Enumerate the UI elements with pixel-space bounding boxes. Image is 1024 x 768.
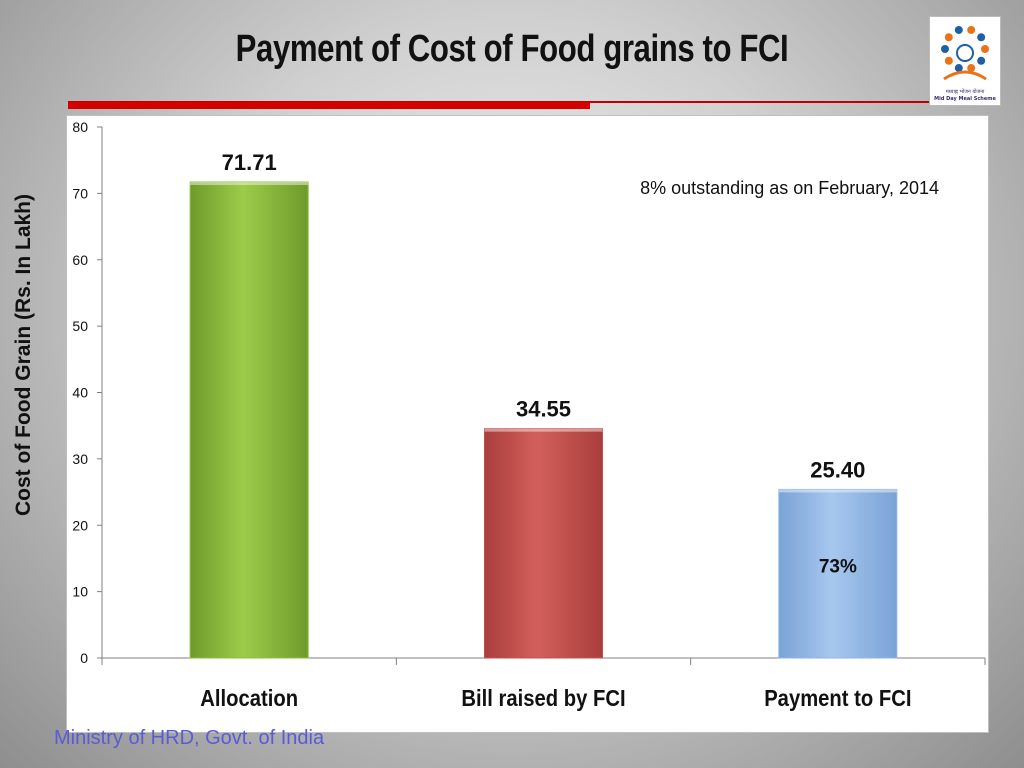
logo-figure: [954, 25, 963, 34]
bar-highlight: [778, 489, 897, 493]
slide-title: Payment of Cost of Food grains to FCI: [235, 28, 789, 70]
x-category-label: Bill raised by FCI: [461, 685, 625, 712]
mid-day-meal-logo: मध्याह्न भोजन योजना Mid Day Meal Scheme: [929, 16, 1001, 106]
bar-allocation: [189, 181, 309, 659]
x-category-label: Payment to FCI: [764, 685, 911, 712]
y-tick-label: 0: [80, 650, 88, 666]
bar-chart: 0 10 20 30 40 50 60 70 80 71.71 Allocation 34.55 Bi…: [72, 119, 986, 712]
y-tick-label: 40: [72, 385, 88, 401]
y-tick-label: 80: [72, 119, 88, 135]
logo-figure: [944, 33, 953, 42]
logo-figure: [954, 64, 963, 73]
logo-figure: [981, 45, 989, 53]
bar-payment-to-fci: [778, 488, 898, 659]
y-tick-label: 30: [72, 451, 88, 467]
y-tick-label: 20: [72, 517, 88, 533]
logo-figure: [941, 45, 949, 53]
logo-caption-english: Mid Day Meal Scheme: [934, 96, 996, 102]
logo-emblem-icon: [941, 25, 989, 81]
chart-panel: 0 10 20 30 40 50 60 70 80 71.71 Allocation 34.55 Bi…: [66, 115, 989, 733]
bar-highlight: [190, 182, 309, 186]
y-tick-label: 60: [72, 252, 88, 268]
title-underline-thick: [68, 102, 590, 109]
bar-value-label: 34.55: [516, 397, 571, 422]
bar-highlight: [484, 428, 603, 432]
x-category-label: Allocation: [200, 685, 298, 712]
logo-caption-hindi: मध्याह्न भोजन योजना: [945, 89, 985, 95]
bar-value-label: 25.40: [810, 457, 865, 482]
logo-figure: [967, 64, 976, 73]
y-tick-label: 10: [72, 584, 88, 600]
logo-figure: [967, 25, 976, 34]
logo-figure: [977, 33, 986, 42]
chart-annotation: 8% outstanding as on February, 2014: [640, 178, 939, 198]
bar-bill-raised-by-fci: [484, 428, 603, 659]
bar-value-label: 71.71: [222, 150, 277, 175]
y-tick-label: 70: [72, 185, 88, 201]
y-axis-label: Cost of Food Grain (Rs. In Lakh): [12, 194, 35, 516]
logo-figure: [977, 56, 986, 65]
logo-figure: [944, 56, 953, 65]
y-tick-label: 50: [72, 318, 88, 334]
bar-inner-label: 73%: [819, 556, 857, 577]
footer-ministry: Ministry of HRD, Govt. of India: [54, 727, 325, 749]
